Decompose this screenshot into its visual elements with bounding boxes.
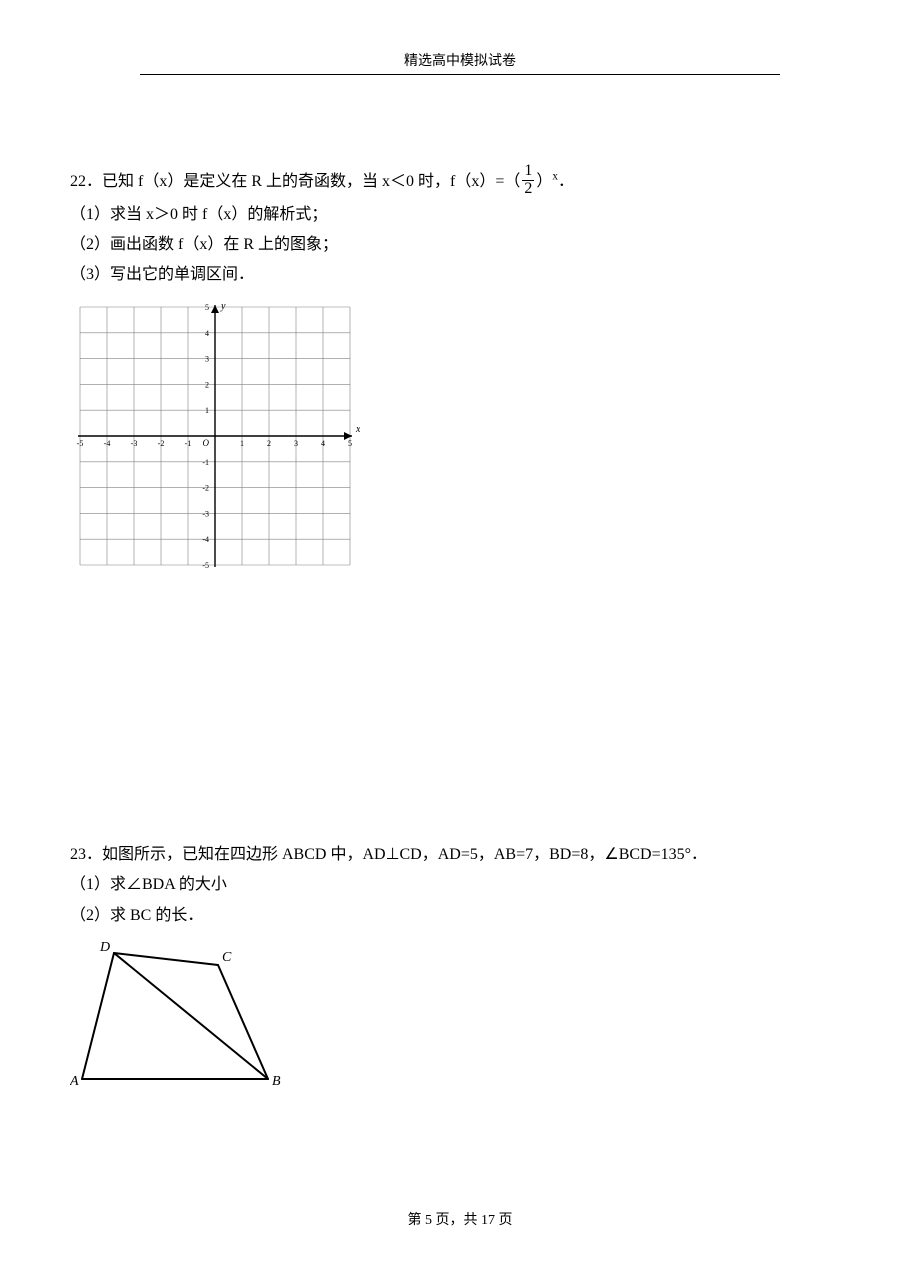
q22-frac-num: 1 (522, 163, 534, 181)
q22-fraction: 12 (522, 163, 534, 198)
q23-part2: （2）求 BC 的长． (70, 901, 850, 931)
svg-text:x: x (355, 424, 360, 435)
svg-text:-1: -1 (202, 458, 209, 467)
svg-text:-2: -2 (202, 483, 209, 492)
footer-suffix: 页 (495, 1213, 513, 1228)
svg-text:5: 5 (205, 303, 209, 312)
svg-text:-5: -5 (202, 561, 209, 570)
header-title: 精选高中模拟试卷 (404, 54, 516, 69)
page-footer: 第 5 页，共 17 页 (0, 1209, 920, 1229)
q22-stem-suffix: ） (536, 173, 552, 190)
q23-stem-line: 23．如图所示，已知在四边形 ABCD 中，AD⊥CD，AD=5，AB=7，BD… (70, 840, 850, 870)
svg-text:-1: -1 (185, 439, 192, 448)
svg-text:A: A (70, 1074, 79, 1089)
svg-text:y: y (220, 301, 226, 312)
svg-text:D: D (99, 941, 110, 955)
q22-part1: （1）求当 x＞0 时 f（x）的解析式； (70, 200, 850, 230)
svg-text:-4: -4 (202, 535, 209, 544)
problem-22: 22．已知 f（x）是定义在 R 上的奇函数，当 x＜0 时，f（x）=（12）… (70, 165, 850, 291)
q22-part3: （3）写出它的单调区间． (70, 260, 850, 290)
footer-page-no: 5 (425, 1213, 432, 1228)
svg-text:3: 3 (205, 354, 209, 363)
q22-part2: （2）画出函数 f（x）在 R 上的图象； (70, 230, 850, 260)
svg-text:1: 1 (240, 439, 244, 448)
svg-text:4: 4 (321, 439, 325, 448)
svg-text:C: C (222, 950, 232, 965)
svg-text:2: 2 (267, 439, 271, 448)
svg-text:4: 4 (205, 329, 209, 338)
svg-text:1: 1 (205, 406, 209, 415)
svg-text:5: 5 (348, 439, 352, 448)
page-header: 精选高中模拟试卷 (140, 50, 780, 75)
svg-text:-3: -3 (131, 439, 138, 448)
svg-text:-5: -5 (77, 439, 84, 448)
q22-stem: 22．已知 f（x）是定义在 R 上的奇函数，当 x＜0 时，f（x）=（12）… (70, 165, 850, 200)
q23-number: 23 (70, 846, 86, 863)
footer-prefix: 第 (408, 1213, 426, 1228)
coordinate-grid-figure: -5 -4 -3 -2 -1 1 2 3 4 5 -5 -4 -3 -2 -1 1 2 3 4 5 Ox y (70, 297, 850, 580)
coordinate-grid-svg: -5 -4 -3 -2 -1 1 2 3 4 5 -5 -4 -3 -2 -1 1 2 3 4 5 Ox y (70, 297, 360, 575)
q22-stem-prefix: ．已知 f（x）是定义在 R 上的奇函数，当 x＜0 时，f（x）=（ (86, 173, 520, 190)
svg-text:3: 3 (294, 439, 298, 448)
q22-stem-tail: ． (558, 173, 574, 190)
svg-text:2: 2 (205, 380, 209, 389)
q22-frac-den: 2 (522, 181, 534, 198)
svg-text:-4: -4 (104, 439, 111, 448)
svg-text:B: B (272, 1074, 281, 1089)
footer-mid: 页，共 (432, 1213, 481, 1228)
problem-23: 23．如图所示，已知在四边形 ABCD 中，AD⊥CD，AD=5，AB=7，BD… (70, 840, 850, 931)
svg-text:-2: -2 (158, 439, 165, 448)
footer-total: 17 (481, 1213, 495, 1228)
page: 精选高中模拟试卷 22．已知 f（x）是定义在 R 上的奇函数，当 x＜0 时，… (0, 0, 920, 1273)
quadrilateral-figure: A B C D (70, 941, 850, 1094)
q23-stem: ．如图所示，已知在四边形 ABCD 中，AD⊥CD，AD=5，AB=7，BD=8… (86, 846, 707, 863)
q23-part1: （1）求∠BDA 的大小 (70, 870, 850, 900)
q22-number: 22 (70, 173, 86, 190)
quadrilateral-svg: A B C D (70, 941, 290, 1089)
svg-text:O: O (203, 438, 210, 448)
svg-text:-3: -3 (202, 509, 209, 518)
